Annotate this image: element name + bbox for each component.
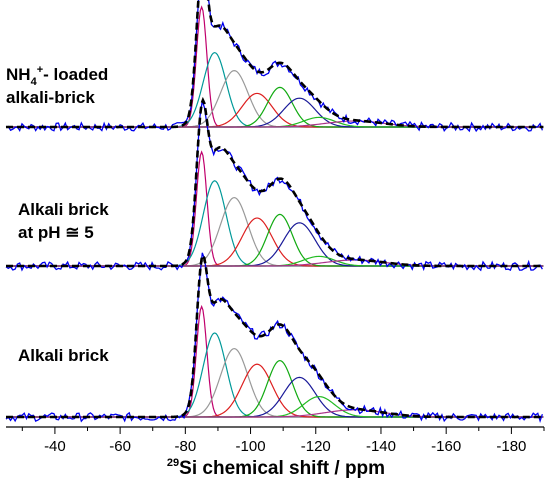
panel-label-3: Alkali brick	[18, 346, 109, 365]
experimental-spectrum	[5, 100, 543, 272]
axis-title-text: Si chemical shift / ppm	[179, 458, 385, 479]
fit-sum	[6, 252, 544, 419]
experimental-spectrum	[5, 0, 543, 133]
panel-label-line: Alkali brick	[18, 200, 109, 219]
spectrum-panel-1	[5, 0, 544, 133]
x-tick-label: -140	[366, 438, 396, 455]
isotope-mass: 29	[167, 457, 179, 469]
panel-label-line: alkali-brick	[6, 88, 95, 107]
spectra-panels	[5, 0, 544, 424]
experimental-spectrum	[5, 252, 543, 424]
panel-label-line: NH	[6, 65, 31, 84]
x-tick-label: -120	[301, 438, 331, 455]
fit-component-5	[6, 359, 544, 418]
panel-label-line: Alkali brick	[18, 346, 109, 365]
panel-label-2: Alkali brick at pH ≅ 5	[18, 200, 109, 242]
panel-labels: NH4+- loaded alkali-brick Alkali brick at p…	[6, 64, 109, 365]
x-tick-label: -160	[431, 438, 461, 455]
fit-component-7	[6, 395, 544, 418]
spectrum-panel-2	[5, 96, 544, 272]
label-superscript: +	[37, 64, 43, 76]
x-tick-label: -180	[496, 438, 526, 455]
x-axis-title: 29Si chemical shift / ppm	[167, 457, 385, 479]
panel-label-1: NH4+- loaded alkali-brick	[6, 64, 108, 107]
fit-sum	[6, 0, 544, 129]
label-subscript: 4	[31, 76, 38, 88]
panel-label-line: at pH ≅ 5	[18, 223, 94, 242]
x-axis: -40 -60 -80 -100 -120 -140 -160 -180 29Si chemic…	[6, 426, 545, 479]
x-tick-label: -80	[174, 438, 196, 455]
x-tick-label: -100	[236, 438, 266, 455]
fit-sum	[6, 96, 544, 268]
fit-component-4	[6, 363, 544, 418]
x-tick-label: -40	[44, 438, 66, 455]
fit-component-6	[6, 376, 544, 418]
label-rest: - loaded	[43, 65, 108, 84]
x-tick-label: -60	[109, 438, 131, 455]
spectrum-panel-3	[5, 252, 544, 424]
